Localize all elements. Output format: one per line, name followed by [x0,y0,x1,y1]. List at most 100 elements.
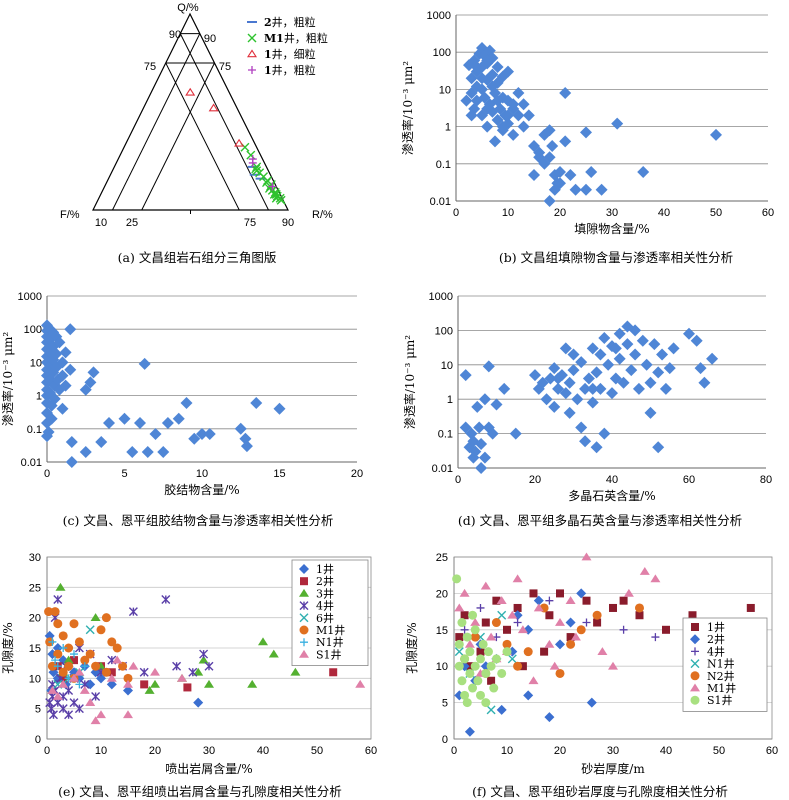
x-tick-label: 60 [762,207,774,219]
data-point [523,690,534,701]
data-point [540,393,553,406]
data-point [56,402,69,415]
data-point [544,712,555,723]
x-tick-label: 50 [713,745,725,757]
data-point [465,647,475,657]
data-point [180,396,193,409]
data-point [523,647,533,657]
data-point [656,348,669,361]
data-point [459,588,470,597]
data-point [595,183,608,196]
data-point [128,607,138,617]
caption: (c) 文昌、恩平组胶结物含量与渗透率相关性分析 [63,513,334,528]
data-point [513,603,522,612]
data-point [496,704,507,715]
x-tick-label: 20 [554,207,566,219]
data-point [58,679,69,688]
data-point [629,324,642,337]
data-point [454,603,465,612]
x-axis-label: 多晶石英含量/% [568,488,655,503]
y-axis-label: 渗透率/10⁻³ μm² [400,61,415,155]
data-point [473,421,486,434]
data-point [460,690,470,700]
data-point [602,358,615,371]
y-tick-label: 0.1 [436,159,451,171]
y-tick-label: 10 [29,673,41,685]
data-point [594,348,607,361]
data-point [481,120,494,133]
data-point [640,358,653,371]
series-3 [185,87,245,147]
data-point [502,109,514,122]
legend-label-rest: 井，粗粒 [272,63,316,77]
data-point [567,364,580,377]
data-point [468,610,478,620]
x-tick-label: 20 [149,745,161,757]
data-point [593,618,602,627]
data-point [548,362,561,375]
data-point [518,662,527,671]
data-point [123,685,133,696]
data-point [64,710,74,720]
f-25-line [165,62,240,211]
data-point [183,683,192,692]
data-point [144,685,155,694]
data-point [606,387,618,400]
x-tick-label: 10 [501,745,513,757]
x-tick-label: 30 [203,745,215,757]
data-point [482,360,495,373]
data-point [585,166,598,179]
data-point [598,332,611,345]
data-point [464,639,475,648]
data-point [611,117,624,130]
data-point [247,679,258,688]
data-point [549,661,560,670]
data-point [619,596,628,605]
y-tick-label: 15 [29,643,41,655]
data-point [590,441,603,454]
data-point [650,574,661,583]
data-point [533,595,544,606]
x-tick-label: 40 [658,207,670,219]
data-point [53,336,66,349]
data-point [663,362,676,375]
x-tick-label: 0 [44,745,50,757]
legend-marker [246,49,258,58]
data-point [566,633,575,642]
data-point [478,393,491,406]
data-point [96,710,106,719]
data-point [563,406,576,419]
x-tick-label: 10 [95,745,107,757]
legend-label: 4井 [316,599,334,613]
data-point [503,625,511,634]
caption: (e) 文昌、恩平组喷出岩屑含量与孔隙度相关性分析 [58,784,342,799]
data-point [491,61,504,74]
data-point [79,446,92,459]
r-10-line [112,33,201,211]
data-point [491,618,501,628]
x-tick-label: 20 [554,745,566,757]
data-point [271,193,281,203]
data-point [580,126,592,139]
data-points [41,319,286,468]
y-tick-label: 10 [441,360,453,372]
data-point [507,128,520,141]
series-8 [47,655,366,725]
y-tick-label: 0.1 [27,424,42,436]
data-point [554,177,566,190]
plot-frame [46,556,372,740]
data-point [487,676,496,685]
data-point [118,412,131,425]
data-point [545,611,554,620]
data-point [47,685,58,694]
data-point [56,369,69,382]
data-point [460,611,469,620]
data-point [107,637,117,647]
y-tick-label: 25 [29,582,41,594]
x-tick-label: 20 [351,468,363,480]
data-point [639,567,650,575]
data-point [594,382,607,395]
data-point [468,683,478,693]
data-point [63,655,74,664]
